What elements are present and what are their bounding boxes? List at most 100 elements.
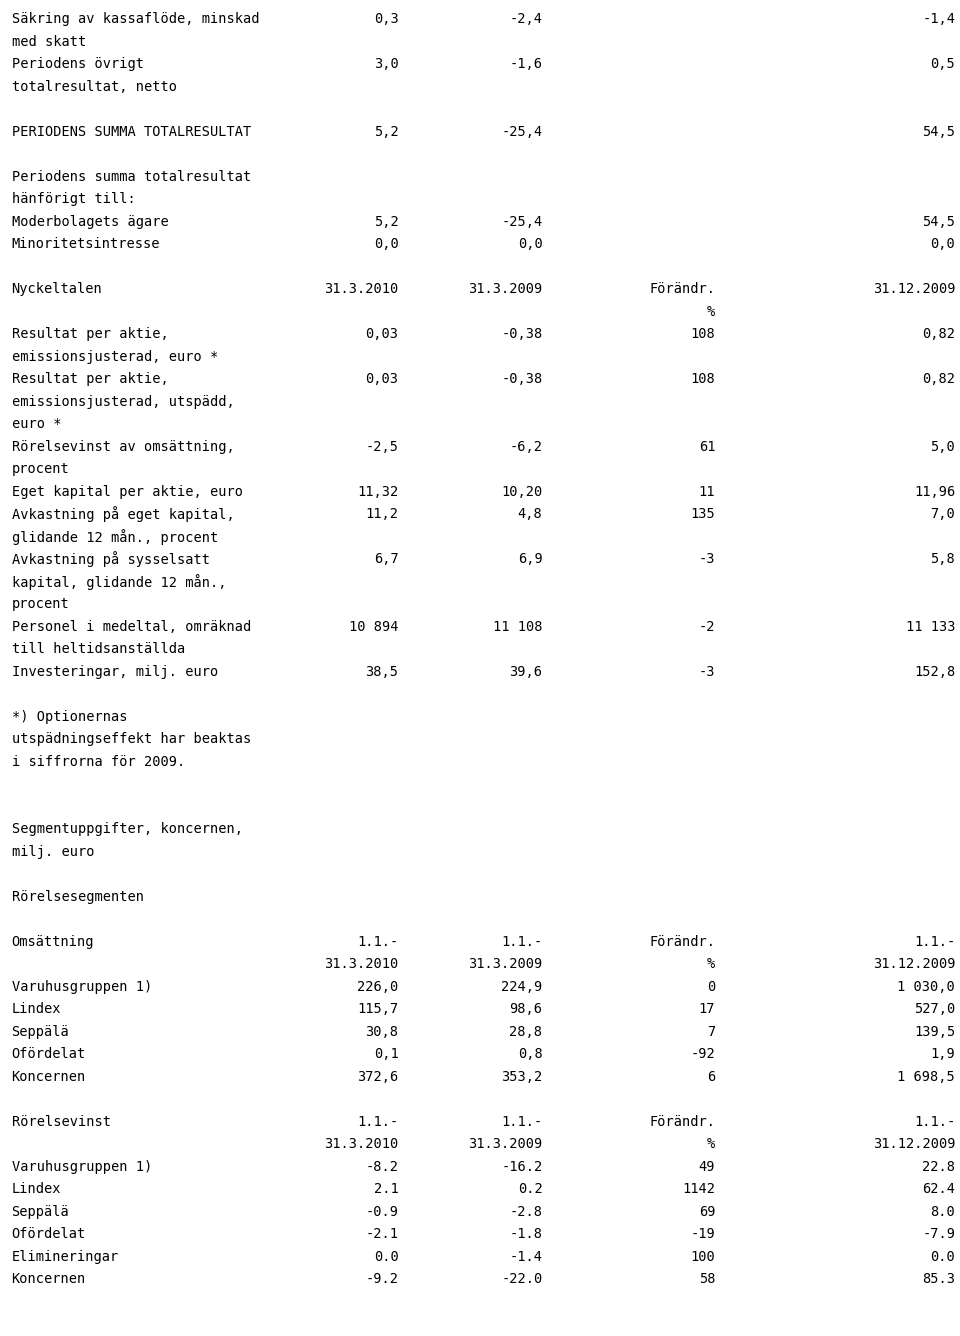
Text: glidande 12 mån., procent: glidande 12 mån., procent bbox=[12, 529, 218, 545]
Text: 31.3.2010: 31.3.2010 bbox=[324, 958, 398, 971]
Text: -2.1: -2.1 bbox=[366, 1228, 398, 1241]
Text: -16.2: -16.2 bbox=[501, 1160, 542, 1174]
Text: Varuhusgruppen 1): Varuhusgruppen 1) bbox=[12, 1160, 152, 1174]
Text: till heltidsanställda: till heltidsanställda bbox=[12, 643, 184, 656]
Text: 61: 61 bbox=[699, 440, 715, 454]
Text: %: % bbox=[707, 305, 715, 319]
Text: -2.8: -2.8 bbox=[510, 1205, 542, 1218]
Text: PERIODENS SUMMA TOTALRESULTAT: PERIODENS SUMMA TOTALRESULTAT bbox=[12, 124, 251, 139]
Text: Förändr.: Förändr. bbox=[649, 282, 715, 297]
Text: Avkastning på eget kapital,: Avkastning på eget kapital, bbox=[12, 506, 234, 522]
Text: 135: 135 bbox=[690, 508, 715, 521]
Text: -1.8: -1.8 bbox=[510, 1228, 542, 1241]
Text: Periodens övrigt: Periodens övrigt bbox=[12, 57, 144, 71]
Text: -92: -92 bbox=[690, 1047, 715, 1061]
Text: 1,9: 1,9 bbox=[930, 1047, 955, 1061]
Text: Koncernen: Koncernen bbox=[12, 1070, 85, 1083]
Text: 1.1.-: 1.1.- bbox=[501, 935, 542, 949]
Text: -9.2: -9.2 bbox=[366, 1272, 398, 1287]
Text: 31.3.2010: 31.3.2010 bbox=[324, 282, 398, 297]
Text: 4,8: 4,8 bbox=[517, 508, 542, 521]
Text: hänförigt till:: hänförigt till: bbox=[12, 192, 135, 206]
Text: 0,0: 0,0 bbox=[373, 238, 398, 251]
Text: utspädningseffekt har beaktas: utspädningseffekt har beaktas bbox=[12, 732, 251, 747]
Text: -1,4: -1,4 bbox=[923, 12, 955, 27]
Text: Lindex: Lindex bbox=[12, 1182, 61, 1196]
Text: Minoritetsintresse: Minoritetsintresse bbox=[12, 238, 160, 251]
Text: 22.8: 22.8 bbox=[923, 1160, 955, 1174]
Text: 115,7: 115,7 bbox=[357, 1002, 398, 1017]
Text: Förändr.: Förändr. bbox=[649, 935, 715, 949]
Text: 5,2: 5,2 bbox=[373, 215, 398, 228]
Text: 226,0: 226,0 bbox=[357, 979, 398, 994]
Text: med skatt: med skatt bbox=[12, 35, 85, 48]
Text: -0,38: -0,38 bbox=[501, 327, 542, 341]
Text: -1,6: -1,6 bbox=[510, 57, 542, 71]
Text: 6,7: 6,7 bbox=[373, 552, 398, 566]
Text: 31.12.2009: 31.12.2009 bbox=[873, 282, 955, 297]
Text: -8.2: -8.2 bbox=[366, 1160, 398, 1174]
Text: kapital, glidande 12 mån.,: kapital, glidande 12 mån., bbox=[12, 573, 226, 589]
Text: -0,38: -0,38 bbox=[501, 373, 542, 386]
Text: 39,6: 39,6 bbox=[510, 665, 542, 679]
Text: procent: procent bbox=[12, 597, 69, 612]
Text: Säkring av kassaflöde, minskad: Säkring av kassaflöde, minskad bbox=[12, 12, 259, 27]
Text: Rörelsevinst av omsättning,: Rörelsevinst av omsättning, bbox=[12, 440, 234, 454]
Text: 10 894: 10 894 bbox=[348, 620, 398, 633]
Text: 0,3: 0,3 bbox=[373, 12, 398, 27]
Text: Moderbolagets ägare: Moderbolagets ägare bbox=[12, 215, 168, 228]
Text: -2,5: -2,5 bbox=[366, 440, 398, 454]
Text: 6: 6 bbox=[707, 1070, 715, 1083]
Text: 54,5: 54,5 bbox=[923, 215, 955, 228]
Text: 2.1: 2.1 bbox=[373, 1182, 398, 1196]
Text: 527,0: 527,0 bbox=[914, 1002, 955, 1017]
Text: 30,8: 30,8 bbox=[366, 1025, 398, 1039]
Text: Ofördelat: Ofördelat bbox=[12, 1228, 85, 1241]
Text: 3,0: 3,0 bbox=[373, 57, 398, 71]
Text: 1.1.-: 1.1.- bbox=[357, 1114, 398, 1129]
Text: 108: 108 bbox=[690, 373, 715, 386]
Text: 0.0: 0.0 bbox=[930, 1249, 955, 1264]
Text: 1.1.-: 1.1.- bbox=[914, 1114, 955, 1129]
Text: -1.4: -1.4 bbox=[510, 1249, 542, 1264]
Text: Resultat per aktie,: Resultat per aktie, bbox=[12, 327, 168, 341]
Text: 31.12.2009: 31.12.2009 bbox=[873, 1137, 955, 1152]
Text: Segmentuppgifter, koncernen,: Segmentuppgifter, koncernen, bbox=[12, 822, 243, 836]
Text: %: % bbox=[707, 958, 715, 971]
Text: Seppälä: Seppälä bbox=[12, 1205, 69, 1218]
Text: -25,4: -25,4 bbox=[501, 124, 542, 139]
Text: 54,5: 54,5 bbox=[923, 124, 955, 139]
Text: Periodens summa totalresultat: Periodens summa totalresultat bbox=[12, 170, 251, 184]
Text: Elimineringar: Elimineringar bbox=[12, 1249, 119, 1264]
Text: emissionsjusterad, utspädd,: emissionsjusterad, utspädd, bbox=[12, 394, 234, 409]
Text: Investeringar, milj. euro: Investeringar, milj. euro bbox=[12, 665, 218, 679]
Text: %: % bbox=[707, 1137, 715, 1152]
Text: 31.12.2009: 31.12.2009 bbox=[873, 958, 955, 971]
Text: euro *: euro * bbox=[12, 417, 61, 432]
Text: -22.0: -22.0 bbox=[501, 1272, 542, 1287]
Text: 100: 100 bbox=[690, 1249, 715, 1264]
Text: 0,5: 0,5 bbox=[930, 57, 955, 71]
Text: Nyckeltalen: Nyckeltalen bbox=[12, 282, 103, 297]
Text: Ofördelat: Ofördelat bbox=[12, 1047, 85, 1061]
Text: 5,0: 5,0 bbox=[930, 440, 955, 454]
Text: 372,6: 372,6 bbox=[357, 1070, 398, 1083]
Text: 11,96: 11,96 bbox=[914, 485, 955, 498]
Text: 0.0: 0.0 bbox=[373, 1249, 398, 1264]
Text: 1 030,0: 1 030,0 bbox=[898, 979, 955, 994]
Text: 49: 49 bbox=[699, 1160, 715, 1174]
Text: totalresultat, netto: totalresultat, netto bbox=[12, 80, 177, 94]
Text: 1 698,5: 1 698,5 bbox=[898, 1070, 955, 1083]
Text: 31.3.2010: 31.3.2010 bbox=[324, 1137, 398, 1152]
Text: Seppälä: Seppälä bbox=[12, 1025, 69, 1039]
Text: -19: -19 bbox=[690, 1228, 715, 1241]
Text: 62.4: 62.4 bbox=[923, 1182, 955, 1196]
Text: Resultat per aktie,: Resultat per aktie, bbox=[12, 373, 168, 386]
Text: 0: 0 bbox=[707, 979, 715, 994]
Text: 1.1.-: 1.1.- bbox=[357, 935, 398, 949]
Text: procent: procent bbox=[12, 462, 69, 476]
Text: 139,5: 139,5 bbox=[914, 1025, 955, 1039]
Text: i siffrorna för 2009.: i siffrorna för 2009. bbox=[12, 755, 184, 768]
Text: 6,9: 6,9 bbox=[517, 552, 542, 566]
Text: Personel i medeltal, omräknad: Personel i medeltal, omräknad bbox=[12, 620, 251, 633]
